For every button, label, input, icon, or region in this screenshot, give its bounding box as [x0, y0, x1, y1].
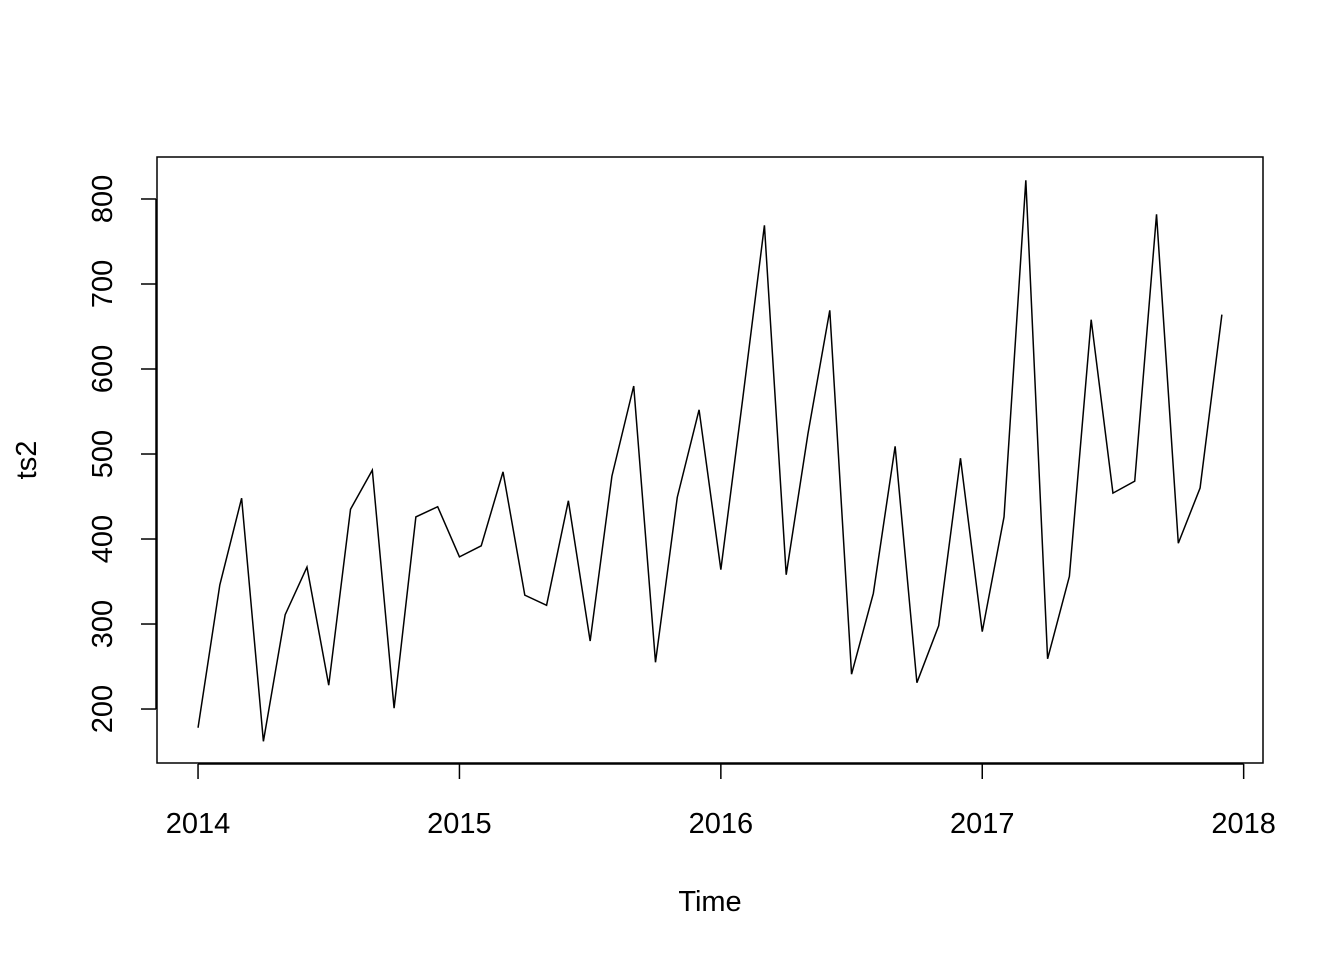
x-tick-label: 2016	[689, 808, 754, 840]
series-line	[197, 180, 1223, 742]
y-tick-label: 400	[87, 515, 119, 563]
x-tick-label: 2014	[166, 808, 231, 840]
y-tick-label: 700	[87, 260, 119, 308]
x-tick-label: 2017	[950, 808, 1015, 840]
y-tick-label: 300	[87, 600, 119, 648]
y-tick-label: 600	[87, 345, 119, 393]
y-tick-label: 200	[87, 685, 119, 733]
y-tick-label: 800	[87, 175, 119, 223]
y-tick-label: 500	[87, 430, 119, 478]
x-tick-label: 2015	[427, 808, 492, 840]
x-tick-label: 2018	[1211, 808, 1276, 840]
x-axis-label: Time	[678, 886, 741, 918]
y-axis-label: ts2	[11, 441, 43, 480]
plot-box	[156, 156, 1264, 764]
